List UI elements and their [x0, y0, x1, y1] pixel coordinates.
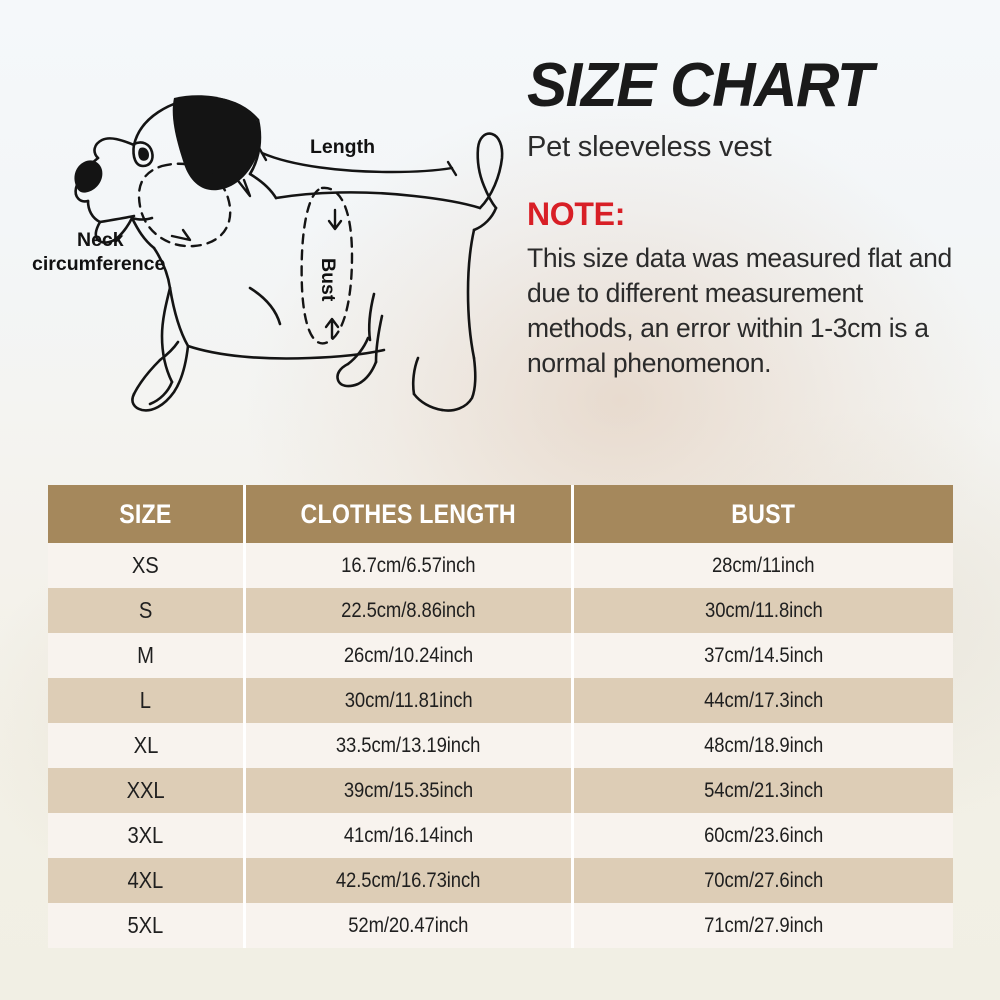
cell-size: M — [48, 633, 246, 678]
cell-length: 52m/20.47inch — [246, 903, 574, 948]
table-body: XS 16.7cm/6.57inch 28cm/11inch S 22.5cm/… — [48, 543, 953, 948]
note-body: This size data was measured flat and due… — [527, 243, 952, 379]
headings-block: SIZE CHART Pet sleeveless vest NOTE: Thi… — [527, 54, 977, 381]
table-row: 4XL 42.5cm/16.73inch 70cm/27.6inch — [48, 858, 953, 903]
table-header-row: SIZE CLOTHES LENGTH BUST — [48, 485, 953, 543]
cell-size: L — [48, 678, 246, 723]
table-row: S 22.5cm/8.86inch 30cm/11.8inch — [48, 588, 953, 633]
cell-length: 41cm/16.14inch — [246, 813, 574, 858]
bust-measure-guide — [300, 186, 354, 345]
table-row: XS 16.7cm/6.57inch 28cm/11inch — [48, 543, 953, 588]
cell-bust: 37cm/14.5inch — [574, 633, 953, 678]
table-row: XXL 39cm/15.35inch 54cm/21.3inch — [48, 768, 953, 813]
neck-label-line1: Neck — [77, 229, 124, 251]
column-header-bust-label: BUST — [731, 498, 796, 529]
cell-size: 4XL — [48, 858, 246, 903]
table-row: XL 33.5cm/13.19inch 48cm/18.9inch — [48, 723, 953, 768]
cell-size: XL — [48, 723, 246, 768]
neck-arrow — [170, 228, 192, 242]
cell-bust: 60cm/23.6inch — [574, 813, 953, 858]
neck-measure-guide — [137, 162, 232, 248]
page-title: SIZE CHART — [527, 51, 874, 120]
column-header-bust: BUST — [574, 485, 953, 543]
cell-bust: 28cm/11inch — [574, 543, 953, 588]
cell-length: 16.7cm/6.57inch — [246, 543, 574, 588]
length-measure-guide — [256, 144, 458, 177]
table-row: 5XL 52m/20.47inch 71cm/27.9inch — [48, 903, 953, 948]
column-header-size-label: SIZE — [119, 498, 172, 529]
table-head: SIZE CLOTHES LENGTH BUST — [48, 485, 953, 543]
column-header-clothes-length: CLOTHES LENGTH — [246, 485, 574, 543]
cell-length: 26cm/10.24inch — [246, 633, 574, 678]
cell-bust: 54cm/21.3inch — [574, 768, 953, 813]
bust-arrow-down — [327, 208, 343, 231]
dog-measurement-diagram: Length Bust Neck circumference — [22, 48, 527, 473]
cell-bust: 48cm/18.9inch — [574, 723, 953, 768]
length-pointer-arrow — [230, 171, 252, 198]
length-label: Length — [310, 136, 375, 158]
cell-length: 22.5cm/8.86inch — [246, 588, 574, 633]
cell-bust: 71cm/27.9inch — [574, 903, 953, 948]
table-row: 3XL 41cm/16.14inch 60cm/23.6inch — [48, 813, 953, 858]
column-header-size: SIZE — [48, 485, 246, 543]
cell-length: 33.5cm/13.19inch — [246, 723, 574, 768]
cell-length: 39cm/15.35inch — [246, 768, 574, 813]
cell-size: 5XL — [48, 903, 246, 948]
cell-length: 30cm/11.81inch — [246, 678, 574, 723]
cell-length: 42.5cm/16.73inch — [246, 858, 574, 903]
cell-size: XXL — [48, 768, 246, 813]
table-row: M 26cm/10.24inch 37cm/14.5inch — [48, 633, 953, 678]
cell-size: S — [48, 588, 246, 633]
page-subtitle: Pet sleeveless vest — [527, 131, 772, 164]
neck-label-line2: circumference — [32, 253, 165, 275]
cell-size: 3XL — [48, 813, 246, 858]
dog-eye — [132, 141, 154, 168]
dog-nose — [74, 160, 103, 193]
cell-bust: 30cm/11.8inch — [574, 588, 953, 633]
cell-bust: 44cm/17.3inch — [574, 678, 953, 723]
size-table: SIZE CLOTHES LENGTH BUST XS 16.7cm/6.57i… — [48, 485, 953, 948]
dog-pupil — [138, 147, 149, 161]
table-row: L 30cm/11.81inch 44cm/17.3inch — [48, 678, 953, 723]
note-label: NOTE: — [527, 196, 626, 233]
cell-size: XS — [48, 543, 246, 588]
cell-bust: 70cm/27.6inch — [574, 858, 953, 903]
column-header-clothes-length-label: CLOTHES LENGTH — [300, 498, 517, 529]
bust-arrow-up — [324, 317, 340, 340]
bust-label: Bust — [317, 258, 339, 302]
